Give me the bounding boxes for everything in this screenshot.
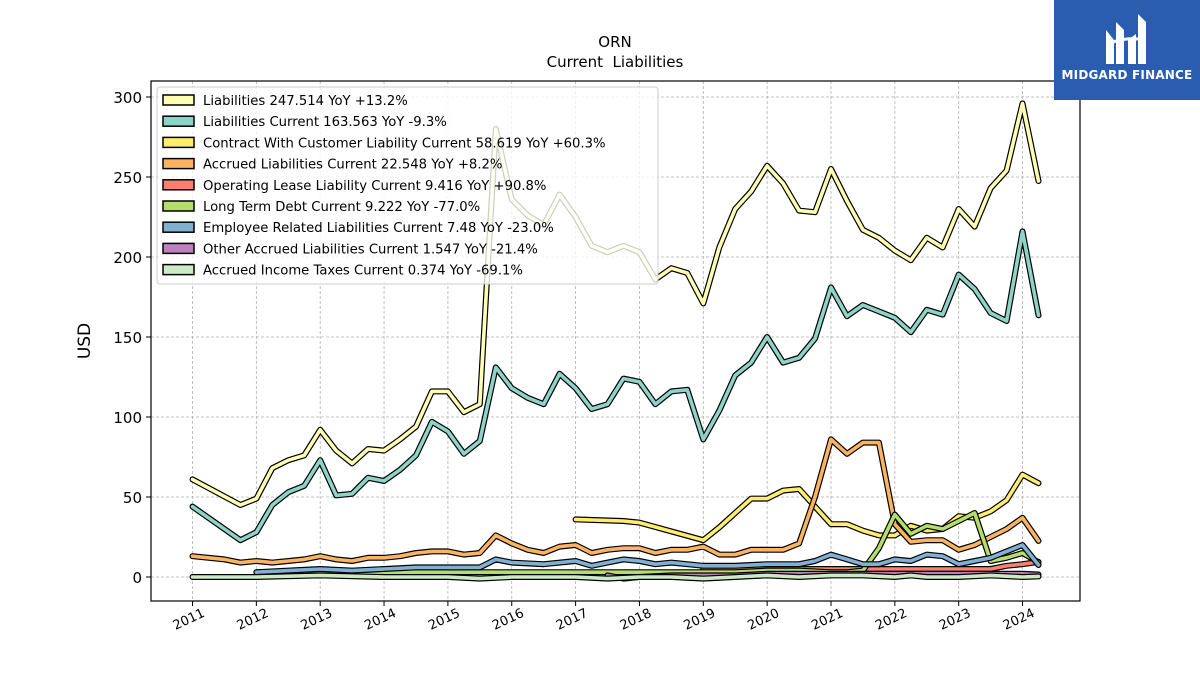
x-tick-label: 2018 (618, 606, 654, 634)
x-tick-label: 2014 (362, 606, 398, 634)
series-line (254, 511, 1041, 575)
legend-swatch (162, 242, 195, 255)
legend-swatch (162, 263, 195, 276)
midgard-finance-logo: MIDGARD FINANCE (1054, 0, 1200, 100)
legend-box (156, 86, 659, 285)
x-tick-label: 2011 (171, 606, 207, 634)
legend-label: Accrued Income Taxes Current 0.374 YoY -… (203, 264, 523, 279)
series-accrued-income-taxes-current (189, 572, 1042, 582)
series-long-term-debt-current (253, 510, 1042, 576)
x-tick-label: 2016 (490, 606, 526, 634)
series-line (190, 573, 1041, 581)
logo-mark-icon (1106, 14, 1146, 64)
y-tick-label: 150 (113, 329, 142, 347)
x-tick-label: 2022 (873, 606, 909, 634)
legend-swatch (162, 115, 195, 127)
legend-label: Operating Lease Liability Current 9.416 … (203, 179, 546, 194)
x-tick-label: 2024 (1001, 606, 1037, 634)
series-line (254, 543, 1041, 575)
legend-label: Liabilities 247.514 YoY +13.2% (203, 94, 408, 109)
y-tick-label: 250 (113, 169, 142, 187)
x-tick-label: 2013 (299, 606, 335, 634)
legend-swatch (162, 200, 195, 212)
logo-text: MIDGARD FINANCE (1061, 68, 1193, 82)
y-tick-label: 100 (113, 409, 142, 427)
x-tick-label: 2021 (809, 606, 845, 634)
y-axis-label: USD (75, 323, 95, 359)
y-tick-label: 300 (113, 89, 142, 107)
x-tick-label: 2020 (745, 606, 781, 634)
y-tick-label: 0 (132, 569, 142, 587)
legend-label: Accrued Liabilities Current 22.548 YoY +… (203, 158, 502, 173)
legend-swatch (162, 221, 195, 233)
series-lines (189, 100, 1042, 582)
series-line (573, 472, 1041, 543)
x-tick-label: 2019 (682, 606, 718, 634)
series-liabilities-current (189, 228, 1042, 544)
legend-swatch (162, 136, 195, 149)
series-line-outline (572, 471, 1042, 544)
series-line (190, 437, 1041, 565)
chart-title: ORN (598, 33, 631, 51)
legend-swatch (162, 94, 195, 106)
legend-label: Other Accrued Liabilities Current 1.547 … (203, 242, 538, 257)
legend-label: Long Term Debt Current 9.222 YoY -77.0% (203, 200, 480, 215)
legend-label: Contract With Customer Liability Current… (203, 136, 606, 151)
series-line (190, 229, 1041, 543)
legend-swatch (162, 179, 195, 191)
x-tick-label: 2015 (426, 606, 462, 634)
y-tick-label: 200 (113, 249, 142, 267)
legend-label: Liabilities Current 163.563 YoY -9.3% (203, 115, 447, 130)
legend: Liabilities 247.514 YoY +13.2% Liabilitie… (156, 86, 659, 285)
chart-subtitle: Current Liabilities (547, 53, 684, 71)
y-tick-label: 50 (123, 489, 142, 507)
legend-label: Employee Related Liabilities Current 7.4… (203, 221, 554, 236)
x-tick-label: 2012 (235, 606, 271, 634)
legend-swatch (162, 157, 195, 170)
plot-frame (150, 80, 1081, 602)
x-tick-label: 2017 (554, 606, 590, 634)
series-contract-with-customer-liability-current (572, 471, 1042, 544)
x-tick-label: 2023 (937, 606, 973, 634)
series-employee-related-liabilities-current (253, 542, 1042, 576)
series-accrued-liabilities-current (189, 436, 1042, 566)
